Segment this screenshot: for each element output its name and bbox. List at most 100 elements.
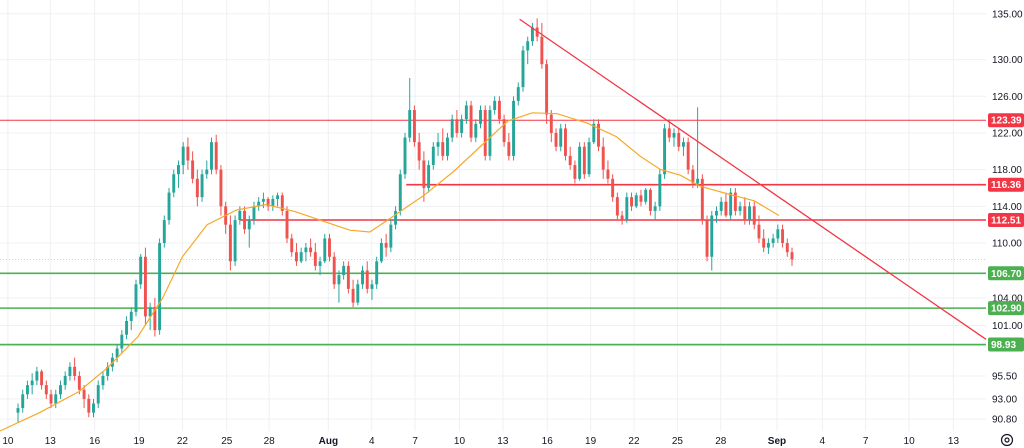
candle-body [597, 123, 600, 147]
candle-body [167, 192, 171, 221]
candle-body [554, 132, 558, 147]
candle-body [200, 174, 204, 198]
candle-body [427, 165, 431, 188]
candle-body [606, 169, 610, 179]
candle-body [35, 371, 39, 381]
time-tick-label: Aug [319, 436, 338, 447]
candle-body [82, 389, 86, 399]
candle-body [507, 142, 511, 156]
candle-body [497, 100, 501, 120]
candle-body [361, 270, 364, 285]
candle-body [219, 169, 223, 207]
level-badge-label: 116.36 [991, 180, 1021, 191]
candle-body [328, 238, 331, 257]
candle-body [592, 123, 596, 143]
candle-body [379, 243, 383, 262]
time-tick-label: 13 [948, 436, 960, 447]
candle-body [748, 206, 751, 221]
candle-body [615, 197, 619, 216]
candle-body [309, 247, 313, 253]
candle-body [384, 243, 388, 248]
candle-body [582, 146, 586, 175]
candle-body [313, 252, 317, 266]
candle-body [30, 380, 34, 386]
candle-body [191, 160, 195, 179]
candle-body [488, 110, 492, 156]
candle-body [417, 142, 421, 161]
candle-body [389, 224, 393, 248]
price-tick-label: 93.00 [992, 394, 1017, 405]
candle-body [700, 178, 704, 221]
candle-body [49, 394, 53, 404]
candle-body [677, 132, 681, 147]
candle-body [483, 110, 487, 156]
price-tick-label: 104.00 [992, 294, 1023, 305]
candle-body [535, 27, 539, 37]
candle-body [460, 119, 464, 133]
candle-body [54, 394, 58, 404]
candle-body [526, 41, 530, 51]
candles [16, 18, 794, 423]
candle-body [139, 256, 143, 285]
time-tick-label: 25 [672, 436, 684, 447]
moving-average-line [0, 112, 780, 432]
candle-body [752, 206, 756, 225]
candle-body [238, 210, 242, 221]
candle-body [521, 50, 525, 88]
candle-body [153, 307, 157, 331]
candle-body [658, 174, 662, 207]
price-tick-label: 126.00 [992, 92, 1023, 103]
candle-body [162, 220, 166, 244]
candle-body [639, 195, 643, 202]
level-badge-label: 123.39 [991, 116, 1022, 127]
candle-body [243, 210, 246, 230]
candle-body [304, 247, 308, 253]
candle-body [257, 201, 261, 207]
candle-body [247, 220, 251, 230]
time-tick-label: 7 [863, 436, 869, 447]
price-tick-label: 101.00 [992, 321, 1023, 332]
candle-body [762, 238, 766, 248]
candle-body [648, 189, 652, 211]
time-tick-label: 10 [2, 436, 14, 447]
candle-body [512, 100, 516, 156]
level-badge [988, 212, 1024, 227]
candle-body [252, 206, 256, 221]
time-axis[interactable]: 10 13 16 19 22 25 28 Aug 4 7 10 13 16 19 22 25 28 Sep 4 7 10… [2, 436, 959, 447]
candle-body [422, 160, 426, 188]
candle-body [214, 142, 218, 170]
candle-body [601, 146, 605, 170]
candle-body [686, 142, 690, 170]
candle-body [106, 366, 110, 376]
candle-body [516, 87, 520, 101]
trendline-layer [519, 18, 987, 340]
candle-body [630, 197, 633, 207]
candle-body [578, 146, 582, 179]
level-badge-label: 112.51 [991, 215, 1021, 226]
candle-body [276, 195, 280, 199]
settings-icon[interactable] [1000, 433, 1014, 447]
price-tick-label: 130.00 [992, 55, 1023, 66]
time-tick-label: 4 [820, 436, 826, 447]
candle-body [403, 137, 407, 175]
candle-body [148, 307, 152, 317]
candle-body [431, 146, 435, 166]
candle-body [663, 128, 667, 175]
candle-body [21, 394, 25, 409]
candle-body [776, 229, 780, 239]
candle-body [172, 174, 176, 193]
candle-body [653, 206, 657, 211]
candle-body [705, 220, 709, 257]
candle-body [771, 238, 775, 244]
candle-body [696, 178, 700, 184]
candle-body [469, 105, 473, 138]
candle-body [323, 238, 327, 262]
time-tick-label: 25 [221, 436, 233, 447]
candle-body [441, 142, 445, 156]
candle-body [559, 128, 563, 147]
moving-average [0, 112, 780, 432]
candle-body [436, 142, 440, 147]
candle-body [44, 385, 48, 395]
